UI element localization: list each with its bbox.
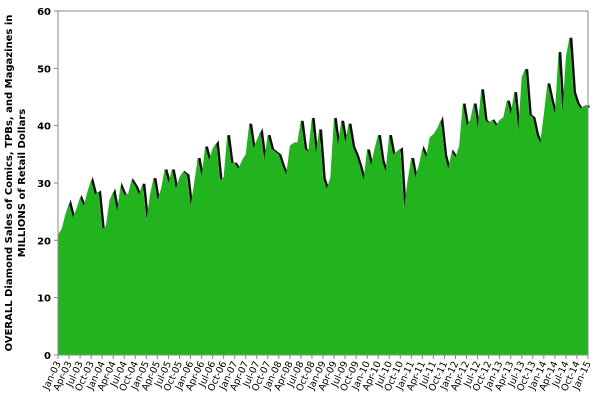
y-tick-label: 20: [37, 236, 51, 247]
y-tick-label: 0: [44, 351, 51, 362]
y-tick-label: 50: [37, 64, 51, 75]
y-tick-label: 30: [37, 179, 51, 190]
y-tick-label: 60: [37, 7, 51, 18]
area: [58, 36, 588, 356]
y-tick-label: 40: [37, 122, 51, 133]
y-axis-label: OVERALL Diamond Sales of Comics, TPBs, a…: [4, 15, 15, 352]
y-axis-label: MILLIONS of Retail Dollars: [17, 109, 28, 257]
y-tick-label: 10: [37, 294, 51, 305]
